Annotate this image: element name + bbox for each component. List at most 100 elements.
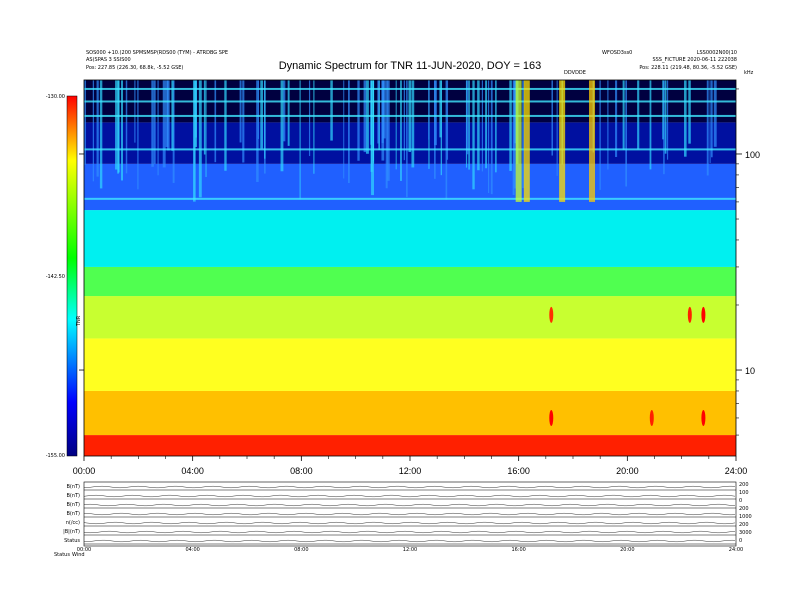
streak-73 (330, 80, 333, 141)
streak-14 (115, 80, 118, 170)
streak-59 (347, 80, 350, 184)
streak-75 (663, 80, 665, 175)
streak-84 (192, 80, 196, 202)
footer-x-label-6: 24:00 (729, 547, 743, 553)
footer-x-label-3: 12:00 (403, 547, 417, 553)
streak-4 (522, 80, 525, 189)
header-left-line1: SOS000 +10.(200 SPMSMSP(RDS00 (TYM) - AT… (86, 50, 228, 56)
intensity-band-6 (84, 163, 736, 211)
streak-74 (377, 80, 380, 144)
intensity-band-2 (84, 338, 736, 391)
streak-13 (172, 80, 175, 183)
header-right-line1: LSS0002N00(10 (697, 50, 737, 56)
streak-100 (151, 80, 154, 167)
streak-69 (711, 80, 713, 158)
streak-34 (395, 80, 397, 170)
colorbar-label-top: -130.00 (46, 94, 65, 100)
colorbar (66, 95, 78, 457)
colorbar-label-mid: -142.50 (46, 274, 65, 280)
streak-78 (385, 80, 388, 189)
streak-6 (162, 80, 166, 168)
streak-87 (495, 80, 497, 173)
streak-51 (709, 80, 711, 163)
burst-1 (523, 80, 530, 202)
streak-85 (637, 80, 640, 150)
footer-left-label-3: B(nT) (66, 511, 80, 517)
corner-unit: kHz (744, 70, 754, 76)
streak-86 (96, 80, 99, 177)
streak-25 (165, 80, 169, 148)
header-left-line3: Pos: 227.85 (226.30, 68.8k, -5.52 GSE) (86, 65, 183, 71)
footer-left-label-1: B(nT) (66, 493, 80, 499)
streak-46 (509, 80, 512, 171)
streak-50 (214, 80, 217, 163)
header-right-line3: Pos: 228.11 (219.48, 80.36, -5.52 GSE) (639, 65, 737, 71)
streak-31 (125, 80, 128, 174)
footer-trace-0 (83, 485, 736, 489)
streak-68 (264, 80, 266, 159)
streak-7 (357, 80, 360, 161)
streak-82 (487, 80, 490, 194)
footer-trace-6 (83, 539, 736, 543)
streak-72 (481, 80, 484, 172)
footer-trace-3 (83, 512, 736, 516)
streak-11 (239, 80, 242, 143)
streak-30 (406, 80, 408, 198)
streak-49 (513, 80, 516, 189)
x-tick-label-3: 12:00 (399, 466, 422, 476)
streak-80 (466, 80, 469, 155)
streak-20 (445, 80, 448, 200)
streak-55 (666, 80, 669, 160)
streak-91 (428, 80, 430, 140)
streak-22 (257, 80, 259, 139)
streak-17 (256, 80, 259, 182)
footer-x-label-2: 08:00 (294, 547, 308, 553)
footer-source-label: Wind (72, 552, 85, 558)
streak-54 (625, 80, 627, 187)
streak-15 (706, 80, 709, 176)
footer-left-label-2: B(nT) (66, 502, 80, 508)
streak-97 (485, 80, 488, 169)
interference-line-0 (84, 87, 736, 90)
marker-label: DDVDDE (564, 70, 586, 76)
footer-left-label-0: B(nT) (66, 484, 80, 490)
intensity-band-3 (84, 296, 736, 339)
footer-left-label-5: |B|(nT) (63, 529, 80, 535)
streak-77 (615, 80, 618, 157)
streak-42 (382, 80, 386, 139)
x-axis: 00:00 04:00 08:00 12:00 16:00 20:00 24:00 (73, 456, 748, 476)
streak-79 (242, 80, 245, 163)
chart-title: Dynamic Spectrum for TNR 11-JUN-2020, DO… (279, 60, 542, 72)
timeseries-panel: B(nT) B(nT) B(nT) B(nT) n(/cc) |B|(nT) Status 2… (63, 481, 752, 553)
footer-right-label-1: 100 (739, 490, 749, 496)
streak-37 (134, 80, 136, 143)
streak-26 (99, 80, 103, 189)
intensity-band-0 (84, 435, 736, 456)
streak-0 (403, 80, 405, 161)
hot-spot-3 (687, 306, 692, 323)
footer-trace-5 (83, 530, 736, 534)
burst-3 (589, 80, 596, 202)
streak-63 (662, 80, 665, 140)
y-tick-label-1: 10 (745, 366, 755, 376)
streak-5 (198, 80, 202, 198)
streak-81 (84, 80, 87, 165)
streak-10 (313, 80, 315, 174)
footer-right-label-2: 0 (739, 498, 742, 504)
streak-108 (194, 80, 198, 147)
x-tick-label-1: 04:00 (181, 466, 204, 476)
streak-52 (203, 80, 206, 155)
footer-x-label-1: 04:00 (185, 547, 199, 553)
streak-19 (688, 80, 691, 144)
x-tick-label-6: 24:00 (725, 466, 748, 476)
colorbar-side-label: TNR (76, 315, 82, 327)
header-right-line2: SSS_FICTURE 2020-06-11 222038 (652, 57, 737, 63)
streak-56 (400, 80, 402, 181)
streak-107 (649, 80, 652, 170)
footer-trace-1 (83, 494, 736, 498)
burst-2 (559, 80, 566, 202)
hot-spot-5 (701, 409, 706, 426)
streak-106 (280, 80, 284, 172)
